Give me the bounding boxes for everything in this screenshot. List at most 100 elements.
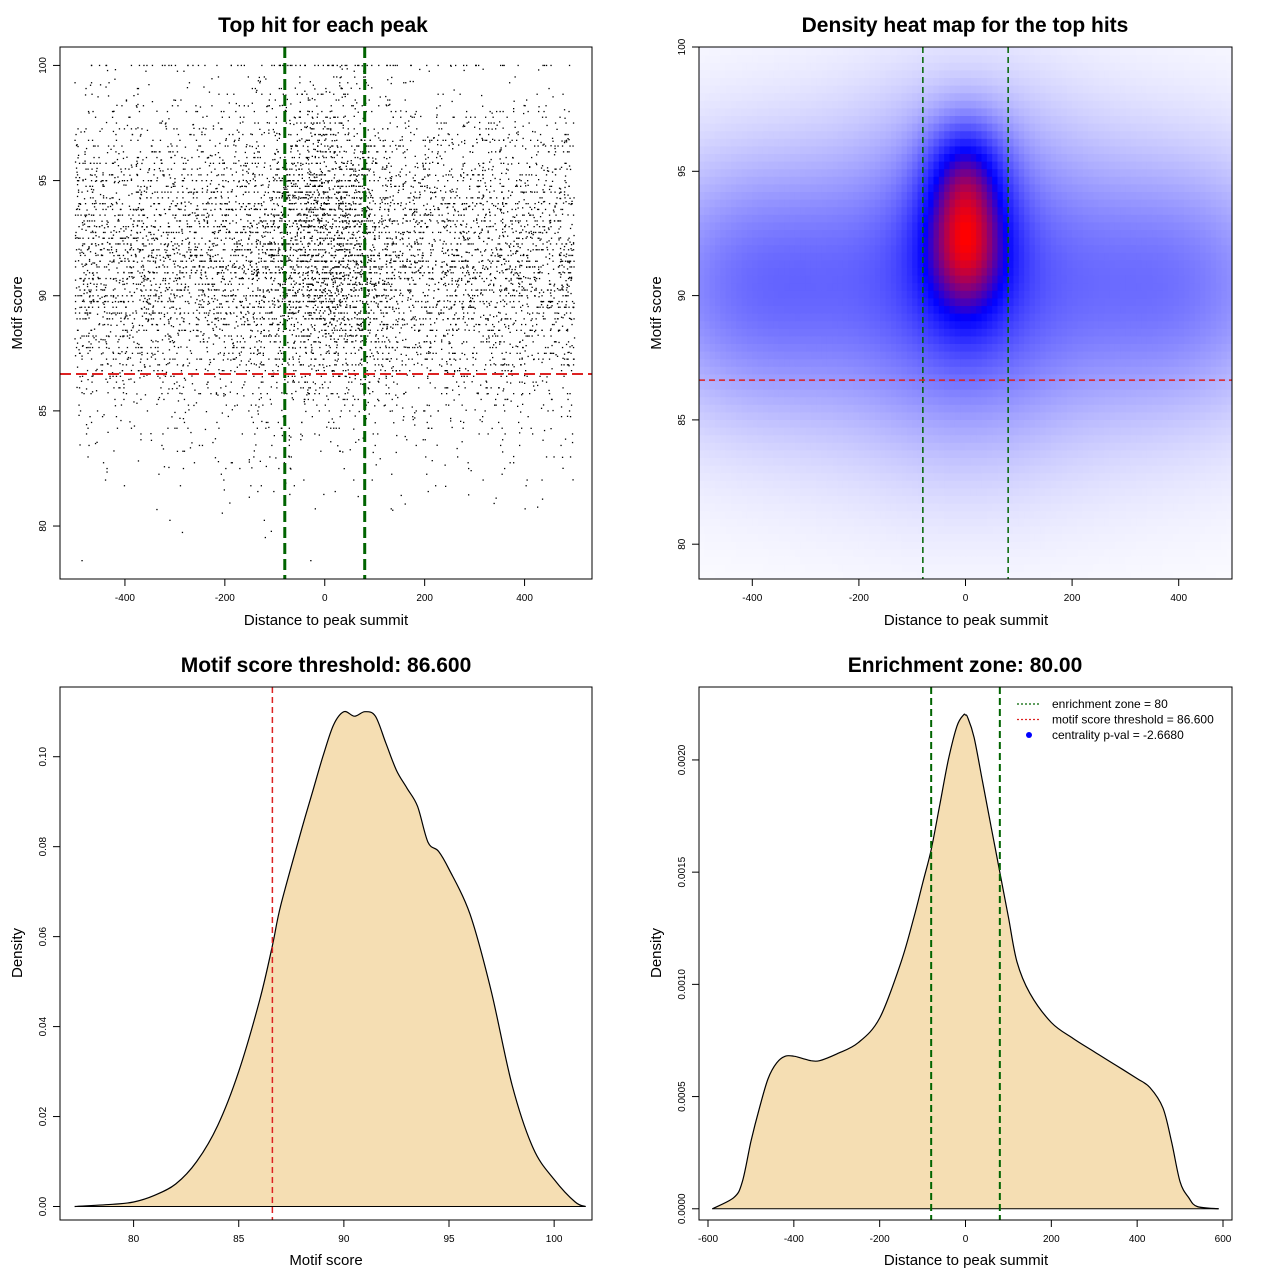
- scatter-point: [451, 249, 453, 251]
- scatter-point: [165, 185, 168, 187]
- scatter-point: [345, 208, 347, 211]
- scatter-point: [421, 260, 423, 262]
- scatter-point: [251, 283, 253, 285]
- scatter-point: [374, 237, 376, 239]
- scatter-point: [174, 154, 176, 157]
- scatter-point: [340, 327, 342, 330]
- scatter-point: [310, 324, 312, 326]
- scatter-point: [529, 266, 531, 268]
- scatter-point: [194, 220, 196, 222]
- scatter-point: [340, 76, 342, 78]
- scatter-point: [198, 156, 200, 158]
- scatter-point: [561, 145, 564, 147]
- scatter-point: [89, 312, 92, 314]
- scatter-point: [409, 249, 411, 251]
- scatter-point: [569, 241, 571, 243]
- scatter-point: [540, 304, 543, 306]
- scatter-point: [206, 383, 208, 385]
- scatter-point: [523, 289, 525, 291]
- scatter-point: [388, 346, 390, 349]
- scatter-point: [107, 145, 110, 147]
- scatter-point: [382, 185, 384, 187]
- scatter-point: [346, 64, 348, 67]
- scatter-point: [519, 179, 521, 181]
- scatter-point: [542, 220, 544, 222]
- scatter-point: [206, 320, 209, 322]
- scatter-point: [235, 151, 237, 153]
- scatter-point: [535, 174, 537, 176]
- scatter-point: [444, 151, 446, 153]
- scatter-point: [319, 150, 321, 152]
- scatter-point: [457, 180, 459, 182]
- scatter-point: [78, 414, 80, 416]
- scatter-point: [430, 329, 432, 331]
- scatter-point: [440, 190, 442, 192]
- scatter-point: [152, 305, 155, 307]
- scatter-point: [233, 93, 235, 95]
- scatter-point: [118, 128, 121, 130]
- scatter-point: [296, 264, 298, 266]
- scatter-point: [138, 64, 141, 67]
- scatter-point: [307, 274, 309, 277]
- scatter-point: [541, 329, 543, 331]
- scatter-point: [269, 165, 271, 167]
- scatter-point: [335, 364, 337, 366]
- scatter-point: [389, 177, 391, 179]
- scatter-point: [123, 323, 125, 326]
- scatter-point: [436, 107, 438, 109]
- scatter-point: [168, 466, 170, 469]
- scatter-point: [504, 358, 506, 360]
- scatter-point: [322, 254, 324, 257]
- scatter-point: [413, 306, 415, 308]
- scatter-point: [315, 358, 317, 360]
- scatter-point: [314, 180, 316, 182]
- scatter-point: [164, 243, 167, 245]
- scatter-point: [404, 151, 406, 153]
- scatter-point: [415, 319, 417, 321]
- scatter-point: [115, 151, 117, 153]
- scatter-point: [302, 163, 304, 165]
- scatter-point: [534, 207, 536, 209]
- scatter-point: [425, 318, 427, 320]
- scatter-point: [103, 300, 106, 303]
- scatter-point: [222, 180, 224, 182]
- scatter-point: [341, 288, 343, 290]
- scatter-point: [524, 182, 526, 184]
- scatter-point: [239, 116, 241, 118]
- scatter-point: [111, 204, 114, 206]
- scatter-point: [542, 315, 544, 317]
- scatter-point: [491, 329, 493, 331]
- scatter-point: [474, 276, 476, 278]
- scatter-point: [369, 356, 371, 358]
- scatter-point: [522, 137, 524, 140]
- scatter-point: [316, 189, 318, 191]
- scatter-point: [228, 102, 230, 104]
- scatter-point: [484, 169, 486, 172]
- scatter-point: [139, 352, 141, 354]
- scatter-point: [451, 138, 453, 140]
- scatter-point: [366, 162, 368, 164]
- scatter-point: [494, 223, 496, 225]
- scatter-point: [346, 168, 348, 170]
- scatter-point: [424, 295, 426, 297]
- scatter-point: [513, 110, 515, 113]
- scatter-point: [239, 300, 241, 303]
- scatter-point: [84, 215, 87, 218]
- scatter-point: [394, 251, 396, 253]
- scatter-point: [345, 212, 347, 214]
- scatter-point: [112, 296, 115, 298]
- scatter-point: [214, 438, 217, 440]
- scatter-point: [334, 209, 336, 211]
- scatter-point: [306, 156, 308, 159]
- scatter-point: [164, 272, 166, 274]
- scatter-point: [126, 282, 128, 285]
- scatter-point: [546, 289, 549, 291]
- scatter-point: [178, 385, 181, 387]
- scatter-point: [243, 384, 245, 386]
- scatter-point: [448, 174, 450, 176]
- scatter-point: [74, 82, 76, 84]
- scatter-point: [316, 281, 318, 283]
- scatter-point: [437, 208, 439, 211]
- scatter-point: [289, 266, 291, 268]
- scatter-point: [95, 170, 98, 172]
